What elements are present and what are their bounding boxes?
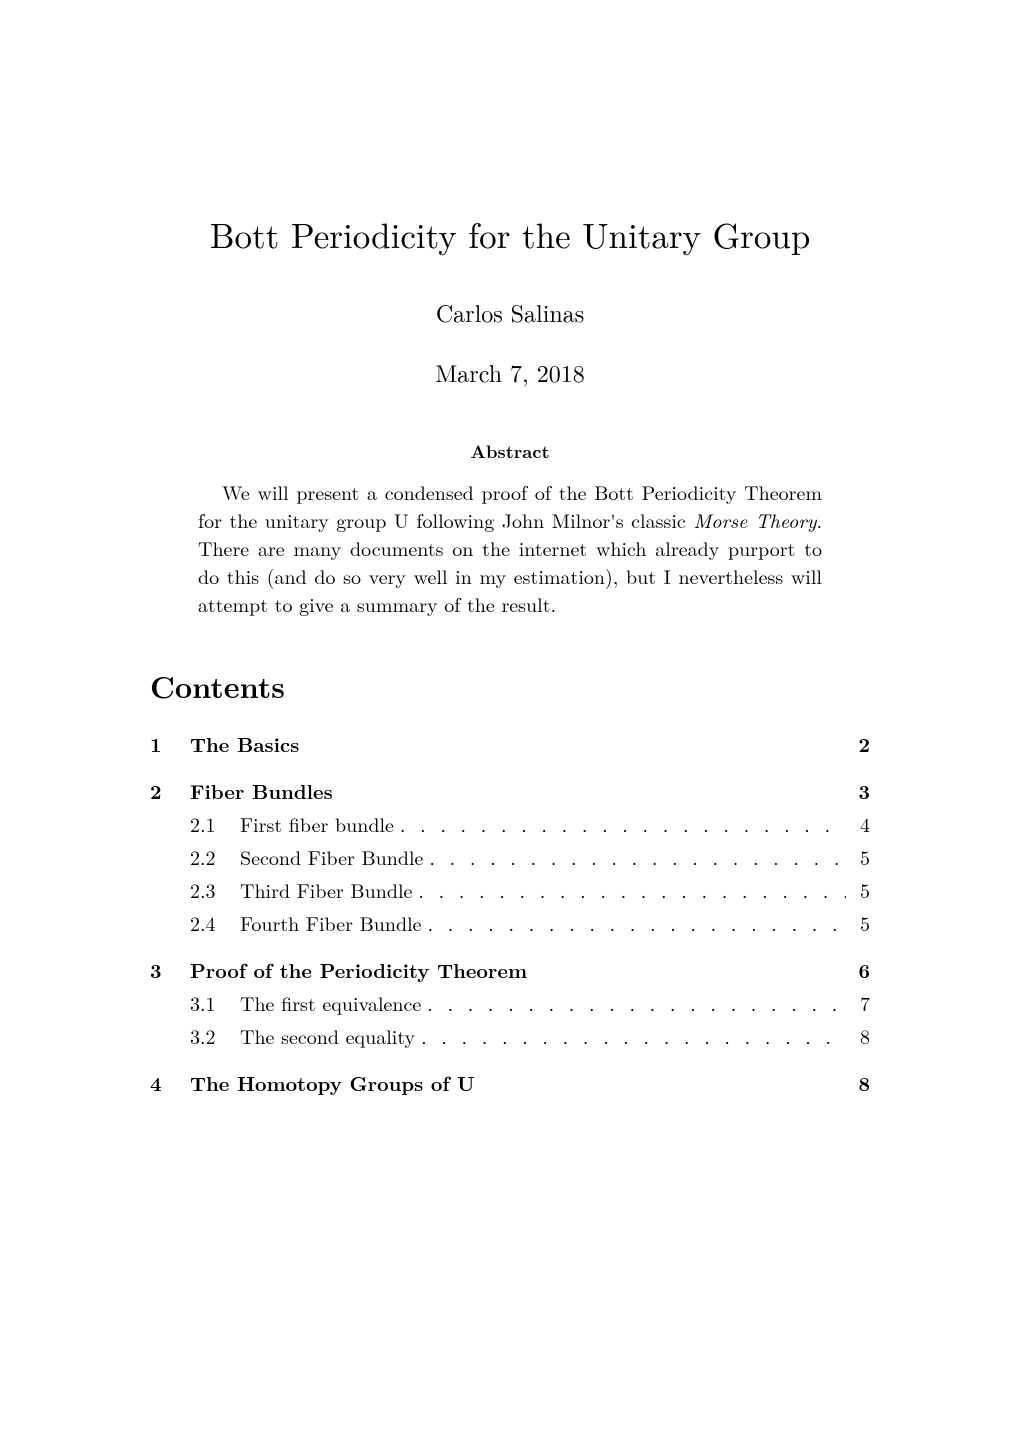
toc: 1 The Basics 2 2 Fiber Bundles 3 2.1 Fir… bbox=[150, 729, 870, 1097]
toc-subsection-label: Second Fiber Bundle bbox=[240, 842, 423, 871]
toc-subsection-number: 2.1 bbox=[190, 809, 240, 838]
toc-section-number: 2 bbox=[150, 776, 190, 805]
toc-subsection: 2.2 Second Fiber Bundle . . . . . . . . … bbox=[150, 842, 870, 871]
toc-subsection-number: 2.2 bbox=[190, 842, 240, 871]
toc-subsection-label: Fourth Fiber Bundle bbox=[240, 908, 422, 937]
toc-section-label: Fiber Bundles bbox=[190, 776, 333, 805]
document-author: Carlos Salinas bbox=[150, 295, 870, 329]
toc-section-number: 3 bbox=[150, 955, 190, 984]
toc-subsection-number: 3.1 bbox=[190, 988, 240, 1017]
document-title: Bott Periodicity for the Unitary Group bbox=[150, 210, 870, 259]
toc-dots: . . . . . . . . . . . . . . . . . . . . … bbox=[422, 908, 846, 937]
toc-subsection-label: First fiber bundle bbox=[240, 809, 394, 838]
toc-page-number: 5 bbox=[846, 875, 870, 904]
toc-dots: . . . . . . . . . . . . . . . . . . . . … bbox=[394, 809, 846, 838]
toc-section-label: Proof of the Periodicity Theorem bbox=[190, 955, 527, 984]
toc-subsection: 3.2 The second equality . . . . . . . . … bbox=[150, 1021, 870, 1050]
toc-subsection: 2.4 Fourth Fiber Bundle . . . . . . . . … bbox=[150, 908, 870, 937]
contents-heading: Contents bbox=[150, 664, 870, 707]
toc-section-number: 4 bbox=[150, 1068, 190, 1097]
toc-section-label: The Homotopy Groups of U bbox=[190, 1068, 475, 1097]
toc-subsection-label: The first equivalence bbox=[240, 988, 421, 1017]
toc-subsection-number: 2.3 bbox=[190, 875, 240, 904]
toc-section: 3 Proof of the Periodicity Theorem 6 bbox=[150, 955, 870, 984]
toc-dots: . . . . . . . . . . . . . . . . . . . . … bbox=[412, 875, 846, 904]
toc-subsection: 2.3 Third Fiber Bundle . . . . . . . . .… bbox=[150, 875, 870, 904]
toc-section-number: 1 bbox=[150, 729, 190, 758]
toc-subsection-number: 2.4 bbox=[190, 908, 240, 937]
toc-page-number: 4 bbox=[846, 809, 870, 838]
toc-section: 4 The Homotopy Groups of U 8 bbox=[150, 1068, 870, 1097]
toc-dots: . . . . . . . . . . . . . . . . . . . . … bbox=[421, 988, 846, 1017]
toc-page-number: 2 bbox=[846, 729, 870, 758]
toc-section: 2 Fiber Bundles 3 bbox=[150, 776, 870, 805]
toc-page-number: 7 bbox=[846, 988, 870, 1017]
toc-page-number: 3 bbox=[846, 776, 870, 805]
abstract-body: We will present a condensed proof of the… bbox=[198, 478, 822, 618]
toc-page-number: 8 bbox=[846, 1068, 870, 1097]
toc-subsection-label: The second equality bbox=[240, 1021, 415, 1050]
toc-section: 1 The Basics 2 bbox=[150, 729, 870, 758]
toc-page-number: 6 bbox=[846, 955, 870, 984]
toc-page-number: 5 bbox=[846, 908, 870, 937]
toc-subsection: 2.1 First fiber bundle . . . . . . . . .… bbox=[150, 809, 870, 838]
toc-dots: . . . . . . . . . . . . . . . . . . . . … bbox=[423, 842, 846, 871]
toc-subsection-number: 3.2 bbox=[190, 1021, 240, 1050]
toc-subsection-label: Third Fiber Bundle bbox=[240, 875, 412, 904]
toc-dots: . . . . . . . . . . . . . . . . . . . . … bbox=[415, 1021, 846, 1050]
abstract-heading: Abstract bbox=[150, 439, 870, 464]
abstract-text-italic: Morse Theory bbox=[693, 505, 816, 534]
toc-page-number: 5 bbox=[846, 842, 870, 871]
document-date: March 7, 2018 bbox=[150, 355, 870, 389]
toc-section-label: The Basics bbox=[190, 729, 299, 758]
toc-subsection: 3.1 The first equivalence . . . . . . . … bbox=[150, 988, 870, 1017]
toc-page-number: 8 bbox=[846, 1021, 870, 1050]
